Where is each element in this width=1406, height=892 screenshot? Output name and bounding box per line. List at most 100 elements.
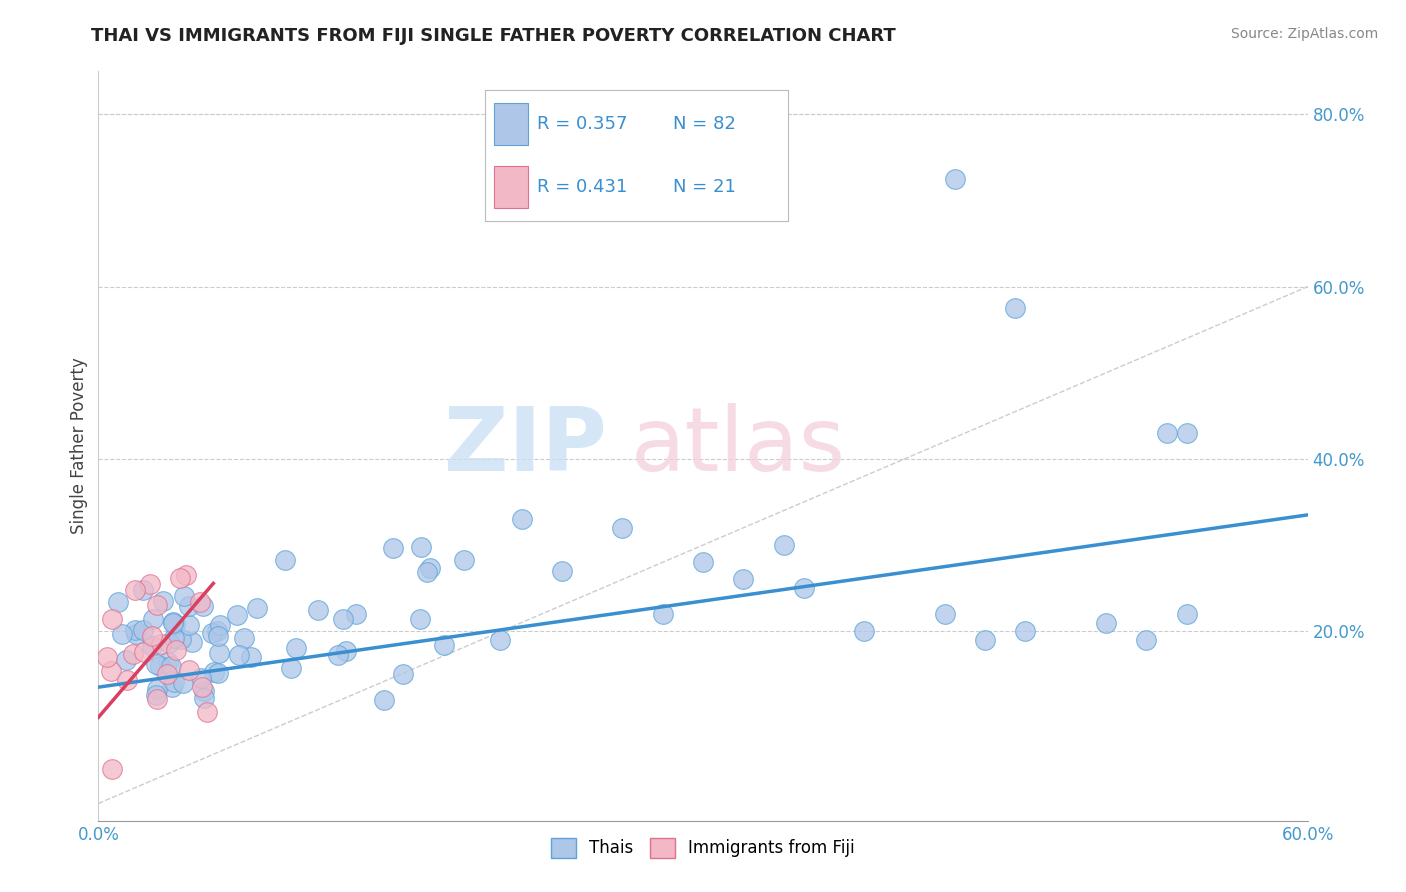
Point (101, 612, 124, 626)
Point (335, 644, 357, 658)
Point (307, 603, 329, 617)
Point (190, 671, 212, 685)
Legend: Thais, Immigrants from Fiji: Thais, Immigrants from Fiji (544, 831, 862, 864)
Point (191, 680, 214, 694)
Point (141, 639, 163, 653)
Point (115, 653, 138, 667)
Point (285, 640, 308, 655)
Point (162, 680, 184, 694)
Text: ZIP: ZIP (443, 402, 606, 490)
Point (177, 599, 200, 613)
Point (201, 625, 224, 640)
Point (382, 541, 405, 555)
Point (551, 564, 574, 578)
Point (344, 607, 367, 622)
Point (145, 688, 167, 702)
Point (162, 675, 184, 690)
Point (173, 590, 195, 604)
Point (1175, 426, 1198, 441)
Point (162, 615, 184, 630)
Y-axis label: Single Father Poverty: Single Father Poverty (70, 358, 89, 534)
Point (134, 645, 156, 659)
Point (733, 573, 755, 587)
Point (193, 683, 215, 698)
Text: atlas: atlas (630, 402, 845, 490)
Point (145, 657, 167, 672)
Point (165, 643, 187, 657)
Point (115, 673, 138, 688)
Point (124, 583, 146, 598)
Point (132, 623, 155, 637)
Point (1156, 426, 1178, 441)
Point (111, 626, 134, 640)
Point (160, 659, 183, 673)
Point (772, 538, 794, 552)
Point (193, 691, 215, 706)
Point (793, 581, 815, 595)
Point (274, 552, 297, 566)
Point (149, 659, 172, 673)
Point (162, 615, 184, 630)
Point (433, 638, 456, 652)
Point (157, 636, 180, 650)
Point (101, 762, 124, 776)
Point (974, 632, 997, 647)
Point (188, 595, 211, 609)
Point (139, 576, 162, 591)
Point (416, 565, 439, 579)
Point (172, 676, 194, 690)
Point (202, 665, 225, 679)
Point (1004, 301, 1026, 316)
Point (373, 692, 395, 706)
Point (1135, 632, 1157, 647)
Point (146, 682, 169, 697)
Point (125, 627, 148, 641)
Point (408, 612, 430, 626)
Point (332, 612, 354, 626)
Point (177, 617, 200, 632)
Point (240, 649, 263, 664)
Point (156, 666, 179, 681)
Point (107, 595, 129, 609)
Point (146, 692, 169, 706)
Point (209, 618, 232, 632)
Point (142, 612, 165, 626)
Point (280, 661, 302, 675)
Point (225, 607, 247, 622)
Point (1095, 615, 1118, 630)
Point (943, 172, 966, 186)
Point (132, 582, 155, 597)
Point (149, 637, 172, 651)
Point (121, 647, 143, 661)
Point (409, 540, 432, 554)
Point (146, 599, 169, 613)
Point (96, 649, 118, 664)
Point (692, 555, 714, 569)
Point (326, 648, 349, 662)
Point (141, 629, 163, 643)
Point (489, 633, 512, 648)
Point (612, 521, 634, 535)
Point (163, 616, 186, 631)
Point (651, 607, 673, 621)
Point (207, 629, 229, 643)
Point (163, 631, 186, 645)
Point (191, 599, 214, 613)
Point (1014, 624, 1036, 639)
Text: THAI VS IMMIGRANTS FROM FIJI SINGLE FATHER POVERTY CORRELATION CHART: THAI VS IMMIGRANTS FROM FIJI SINGLE FATH… (91, 27, 896, 45)
Point (934, 607, 956, 621)
Point (100, 665, 122, 679)
Point (232, 631, 254, 645)
Point (152, 594, 174, 608)
Text: Source: ZipAtlas.com: Source: ZipAtlas.com (1230, 27, 1378, 41)
Point (124, 623, 146, 637)
Point (169, 571, 191, 585)
Point (195, 705, 218, 719)
Point (208, 646, 231, 660)
Point (392, 666, 415, 681)
Point (453, 553, 475, 567)
Point (246, 600, 269, 615)
Point (207, 624, 229, 639)
Point (228, 648, 250, 663)
Point (510, 512, 533, 526)
